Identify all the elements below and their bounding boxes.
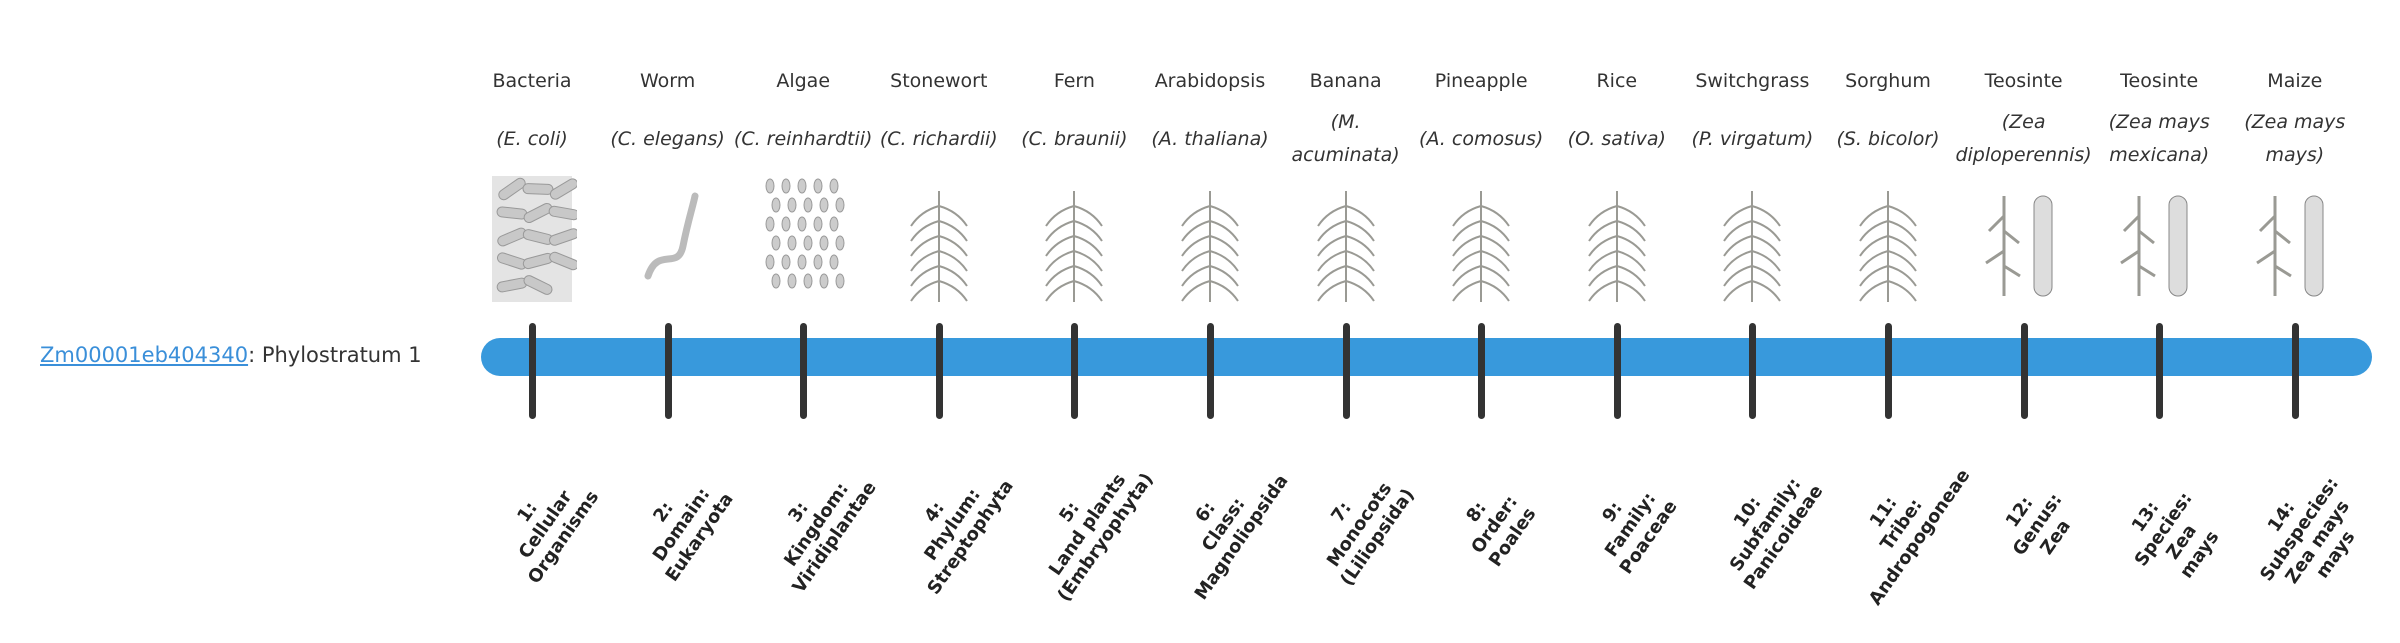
organism-species-wrap: (O. sativa) (1547, 104, 1687, 174)
stratum-tick (1885, 323, 1892, 419)
stratum-label-line: Order: (1467, 491, 1523, 558)
stratum-tick (2020, 323, 2028, 419)
organism-common-name: Pineapple (1434, 70, 1528, 92)
stratum-label: 14: Subspecies: Zea mays mays (2215, 429, 2400, 643)
stratum-tick (1613, 323, 1621, 419)
stratum-tick (1207, 323, 1214, 419)
organism-species-wrap: (Zea mays mexicana) (2089, 104, 2229, 174)
worm-illustration (644, 192, 699, 280)
stratum-label: 6: Class: Magnoliopsida (1140, 424, 1309, 626)
organism-species-name: (M. acuminata) (1291, 111, 1400, 166)
stratum-label-line: Kingdom: (780, 478, 854, 571)
organism-common-name: Arabidopsis (1154, 70, 1266, 92)
organism-species-wrap: (C. braunii) (1004, 104, 1144, 174)
organism-species-name: (C. braunii) (1021, 127, 1128, 150)
organism-species-wrap: (A. thaliana) (1140, 104, 1280, 174)
stratum-tick (529, 323, 536, 419)
organism-common-name: Teosinte (1984, 70, 2063, 92)
stratum-label: 10: Subfamily: Panicoideae (1682, 424, 1851, 626)
bacteria-illustration (492, 176, 577, 302)
organism-common-name: Maize (2267, 70, 2323, 92)
maize-illustration (2255, 195, 2324, 297)
organism-common-name: Stonewort (890, 70, 988, 92)
organism-species-wrap: (C. elegans) (598, 104, 738, 174)
switchgrass-illustration (1723, 191, 1782, 302)
stratum-label-line: Subfamily: (1726, 474, 1806, 576)
stratum-label-line: Land plants (1045, 469, 1131, 580)
stratum-label: 2: Domain: Eukaryota (597, 424, 766, 626)
stonewort-illustration (909, 191, 968, 302)
phylostratum-bar (481, 338, 2372, 376)
organism-common-name: Worm (639, 70, 696, 92)
organism-species-wrap: (C. reinhardtii) (733, 104, 873, 174)
stratum-tick (1342, 323, 1350, 419)
stratum-label-line: Phylum: (920, 484, 985, 565)
teosinte-illustration (1984, 195, 2053, 297)
organism-species-name: (O. sativa) (1567, 127, 1666, 150)
organism-species-wrap: (P. virgatum) (1682, 104, 1822, 174)
organism-species-wrap: (Zea diploperennis) (1954, 104, 2094, 174)
stratum-tick (1071, 323, 1079, 419)
organism-species-name: (C. reinhardtii) (733, 127, 873, 150)
stratum-label: 7: Monocots (Liliopsida) (1275, 424, 1444, 626)
stratum-label: 8: Order: Poales (1411, 424, 1580, 626)
organism-common-name: Banana (1309, 70, 1382, 92)
organism-species-name: (Zea diploperennis) (1955, 111, 2092, 166)
organism-species-name: (S. bicolor) (1836, 127, 1940, 150)
organism-species-wrap: (C. richardii) (869, 104, 1009, 174)
sorghum-illustration (1859, 191, 1917, 302)
stratum-label-line: Monocots (1322, 478, 1396, 571)
gene-id-link[interactable]: Zm00001eb404340 (40, 343, 249, 367)
phylostratum-text: : Phylostratum 1 (248, 343, 422, 367)
organism-common-name: Fern (1053, 70, 1095, 92)
stratum-label: 1: Cellular Organisms (462, 424, 631, 626)
algae-illustration (765, 178, 845, 289)
stratum-label-line: Family: (1600, 488, 1661, 561)
stratum-tick (1478, 323, 1486, 419)
stratum-tick (664, 323, 672, 419)
organism-species-wrap: (S. bicolor) (1818, 104, 1958, 174)
organism-species-name: (A. comosus) (1419, 127, 1544, 150)
organism-common-name: Switchgrass (1695, 70, 1810, 92)
stratum-label: 5: Land plants (Embryophyta) (1004, 424, 1173, 626)
stratum-label-line: Tribe: (1876, 495, 1927, 555)
organism-common-name: Rice (1596, 70, 1638, 92)
stratum-label: 9: Family: Poaceae (1546, 424, 1715, 626)
organism-species-wrap: (A. comosus) (1411, 104, 1551, 174)
organism-species-name: (Zea mays mays) (2244, 111, 2346, 166)
stratum-tick (935, 323, 943, 419)
stratum-label: 11: Tribe: Andropogoneae (1818, 424, 1987, 626)
teosinte-mexicana-illustration (2120, 195, 2188, 297)
stratum-tick (2291, 323, 2299, 419)
stratum-label: 3: Kingdom: Viridiplantae (733, 424, 902, 626)
stratum-label-line: Class: (1197, 494, 1250, 556)
gene-label: Zm00001eb404340: Phylostratum 1 (40, 340, 422, 370)
arabidopsis-illustration (1181, 191, 1239, 302)
fern-illustration (1045, 191, 1104, 302)
organism-common-name: Sorghum (1845, 70, 1931, 92)
stratum-label: 4: Phylum: Streptophyta (868, 424, 1037, 626)
banana-illustration (1316, 191, 1375, 302)
stratum-label-line: Domain: (648, 484, 714, 566)
stratum-label-line: Cellular (514, 486, 577, 563)
rice-illustration (1587, 191, 1646, 302)
organism-species-wrap: (M. acuminata) (1276, 104, 1416, 174)
organism-common-name: Algae (776, 70, 831, 92)
organism-species-name: (A. thaliana) (1151, 127, 1269, 150)
organism-species-wrap: (Zea mays mays) (2225, 104, 2365, 174)
organism-species-name: (Zea mays mexicana) (2108, 111, 2210, 166)
stratum-tick (2156, 323, 2164, 419)
organism-species-name: (C. richardii) (879, 127, 998, 150)
organism-species-wrap: (E. coli) (462, 104, 602, 174)
pineapple-illustration (1452, 191, 1511, 302)
organism-common-name: Teosinte (2120, 70, 2199, 92)
organism-common-name: Bacteria (492, 70, 572, 92)
organism-species-name: (E. coli) (496, 127, 568, 150)
stratum-tick (800, 323, 808, 419)
organism-species-name: (P. virgatum) (1691, 127, 1814, 150)
stratum-tick (1749, 323, 1757, 419)
organism-species-name: (C. elegans) (610, 127, 725, 150)
